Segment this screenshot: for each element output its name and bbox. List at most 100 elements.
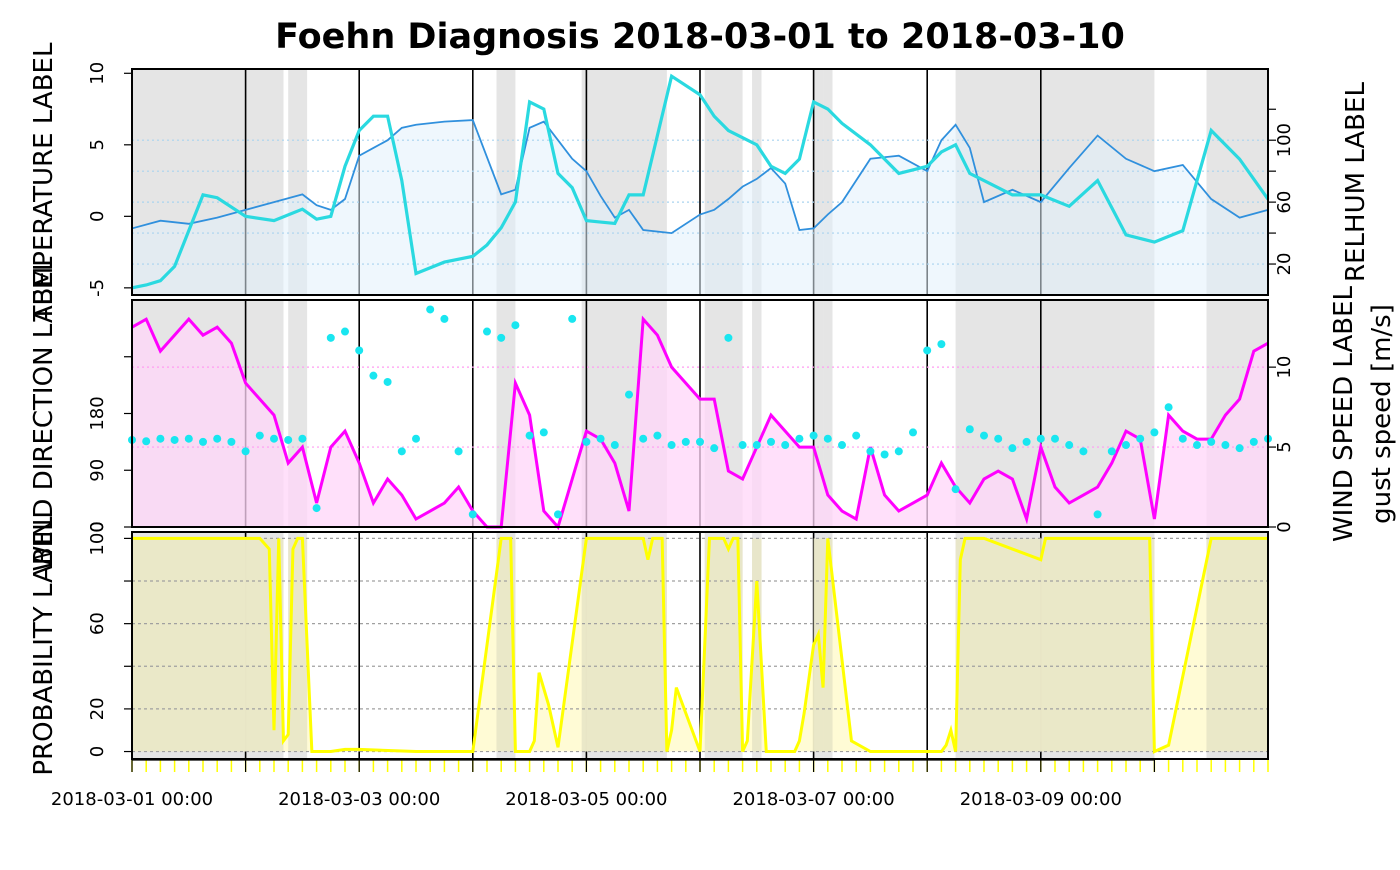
wind-direction-point: [738, 441, 747, 450]
wind-direction-point: [951, 485, 960, 494]
wind-direction-point: [227, 437, 236, 446]
x-tick-label: 2018-03-03 00:00: [278, 789, 440, 810]
x-tick-label: 2018-03-05 00:00: [505, 789, 667, 810]
wind-direction-point: [582, 437, 591, 446]
probability-foehn-fill: [274, 538, 284, 752]
wind-direction-point: [880, 450, 889, 459]
wind-direction-point: [696, 437, 704, 446]
wind-direction-point: [426, 305, 435, 314]
wind-direction-point: [852, 431, 861, 440]
wind-direction-point: [781, 441, 790, 450]
wind-direction-point: [1008, 444, 1017, 453]
foehn-period-shade: [274, 300, 284, 527]
y-tick-label-right: 20: [1274, 253, 1295, 276]
wind-direction-point: [454, 447, 463, 456]
wind-direction-point: [795, 434, 804, 443]
wind-direction-point: [326, 333, 335, 342]
wind-direction-point: [724, 333, 733, 342]
wind-direction-point: [937, 340, 946, 349]
wind-direction-point: [1051, 434, 1059, 443]
wind-direction-point: [1207, 437, 1216, 446]
temperature-relhum-panel: -5 0 5 10 20 60 100: [87, 62, 1295, 297]
wind-direction-point: [639, 434, 648, 443]
wind-direction-point: [923, 346, 932, 355]
wind-direction-point: [1193, 441, 1201, 450]
wind-direction-point: [213, 434, 222, 443]
x-tick-label: 2018-03-09 00:00: [960, 789, 1122, 810]
wind-direction-point: [1221, 441, 1230, 450]
y-tick-label: 60: [87, 612, 108, 635]
panel-frame: [131, 68, 1269, 296]
wind-direction-point: [965, 425, 974, 434]
probability-axis-label: PROBABILITY LABEL: [29, 516, 59, 776]
wind-direction-point: [1122, 441, 1130, 450]
probability-foehn-fill: [955, 538, 1155, 752]
wind-direction-point: [270, 434, 278, 443]
wind-direction-point: [369, 371, 378, 380]
wind-direction-point: [554, 510, 562, 519]
wind-direction-point: [653, 431, 662, 440]
panel-frame: [131, 531, 1269, 760]
foehn-period-shade: [823, 300, 833, 527]
wind-direction-point: [909, 428, 917, 437]
probability-foehn-fill: [132, 538, 274, 752]
wind-direction-point: [823, 434, 832, 443]
chart-title: Foehn Diagnosis 2018-03-01 to 2018-03-10: [275, 17, 1125, 57]
relhum-line: [131, 119, 1269, 235]
wind-direction-point: [980, 431, 988, 440]
wind-direction-point: [667, 441, 676, 450]
wind-direction-point: [199, 437, 207, 446]
wind-direction-point: [809, 431, 818, 440]
wind-direction-point: [412, 434, 420, 443]
y-tick-label: 5: [87, 139, 108, 150]
wind-direction-point: [1164, 403, 1173, 412]
x-axis: 2018-03-01 00:00 2018-03-03 00:00 2018-03-…: [51, 759, 1269, 810]
wind-direction-point: [710, 444, 719, 453]
wind-direction-axis-label: WIND DIRECTION LABEL: [29, 256, 59, 571]
probability-foehn-fill: [704, 538, 743, 752]
wind-direction-point: [355, 346, 364, 355]
wind-direction-point: [170, 435, 179, 444]
wind-direction-point: [1235, 444, 1244, 453]
wind-direction-point: [1022, 437, 1031, 446]
panel-frame: [131, 299, 1269, 528]
wind-direction-point: [866, 447, 875, 456]
wind-speed-area: [132, 319, 1268, 527]
wind-direction-point: [497, 333, 506, 342]
wind-direction-point: [468, 510, 477, 519]
wind-direction-point: [440, 314, 449, 323]
wind-direction-point: [525, 431, 534, 440]
probability-foehn-fill: [581, 538, 667, 752]
wind-panel: 0 90 180 0 5 10: [87, 299, 1295, 533]
wind-direction-point: [1150, 428, 1159, 437]
wind-direction-point: [298, 434, 307, 443]
y-tick-label: 10: [87, 62, 108, 85]
y-tick-label-right: 10: [1274, 356, 1295, 379]
wind-direction-point: [511, 321, 520, 330]
wind-direction-point: [596, 434, 605, 443]
temperature-axis-label: TEMPERATURE LABEL: [29, 42, 59, 322]
wind-direction-point: [284, 435, 293, 444]
wind-speed-line: [131, 315, 1269, 531]
temperature-line: [131, 73, 1270, 290]
y-tick-label: 0: [87, 521, 108, 532]
wind-direction-point: [1136, 434, 1145, 443]
wind-direction-point: [255, 431, 264, 440]
x-tick-label: 2018-03-01 00:00: [51, 789, 213, 810]
y-tick-label: 20: [87, 697, 108, 720]
wind-direction-point: [610, 441, 619, 450]
x-tick-label: 2018-03-07 00:00: [732, 789, 894, 810]
wind-direction-point: [397, 447, 406, 456]
wind-direction-point: [1093, 510, 1102, 519]
y-tick-label-right: 0: [1274, 521, 1295, 532]
wind-direction-point: [383, 377, 392, 386]
wind-direction-point: [1079, 447, 1088, 456]
wind-direction-point: [341, 327, 349, 336]
y-tick-label-right: 5: [1274, 441, 1295, 452]
wind-direction-point: [539, 428, 548, 437]
foehn-period-shade: [274, 69, 284, 295]
wind-direction-point: [1249, 437, 1258, 446]
probability-line: [132, 536, 1268, 754]
